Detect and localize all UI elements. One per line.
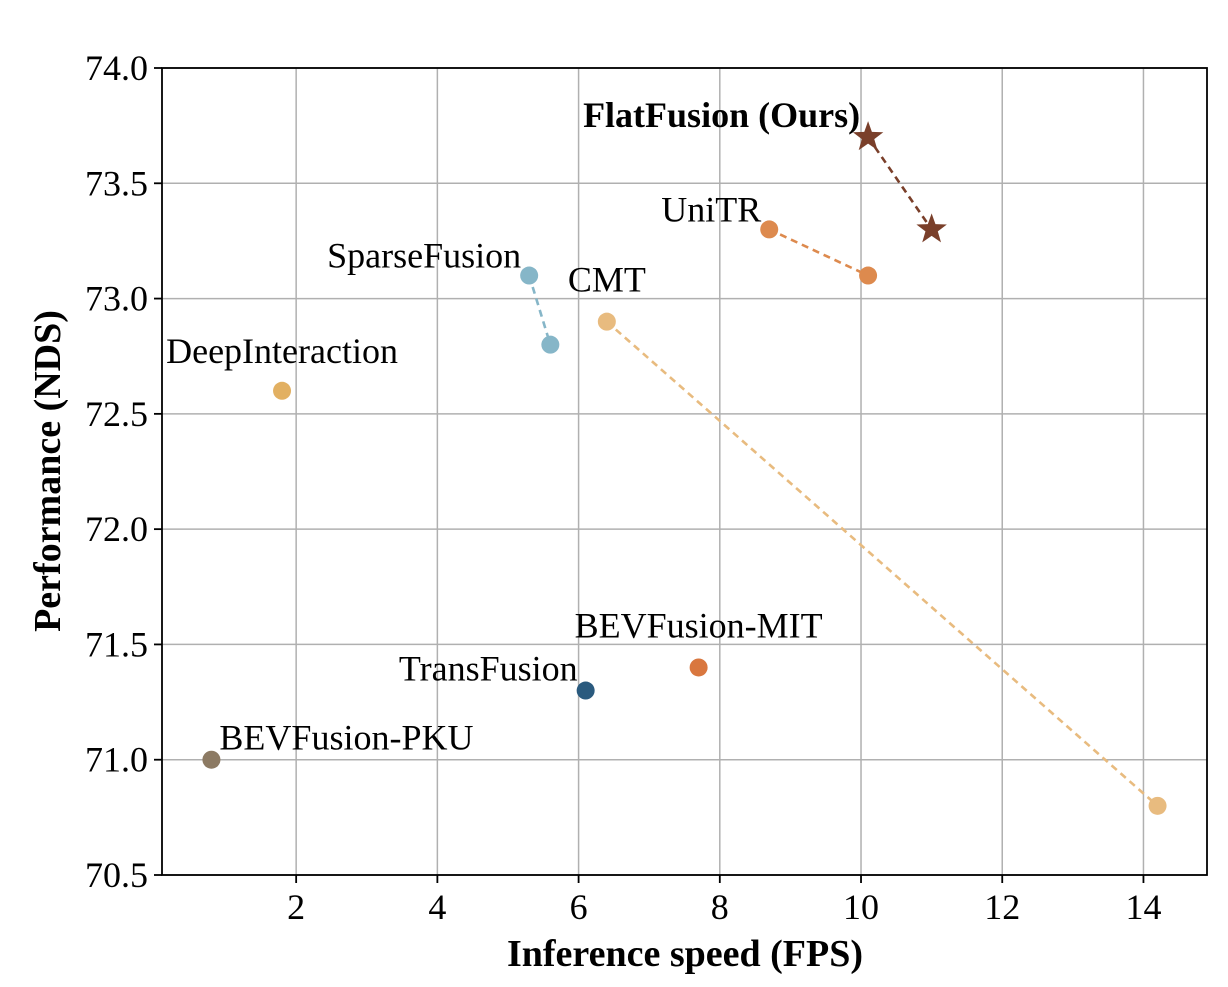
cmt-point [597,312,616,331]
x-tick-label: 10 [843,887,879,927]
unitr-point [859,266,878,285]
bevfusion-pku-label: BEVFusion-PKU [219,718,473,758]
cmt-point [1148,796,1167,815]
x-tick-label: 2 [287,887,305,927]
plot-frame [161,67,1208,876]
sparsefusion-connector-line [527,275,552,346]
x-tick-label: 12 [984,887,1020,927]
y-tick-label: 74.0 [85,48,148,88]
flatfusion-ours-connector-line [867,136,933,231]
axis-ticks: 2 4 6 8 10 12 14 70.5 71.0 71.5 72.0 72.5 73.0 73.5 74… [85,48,1161,927]
y-tick-label: 72.5 [85,394,148,434]
cmt-label: CMT [568,260,646,300]
deepinteraction-point [273,381,292,400]
transfusion-point [576,681,595,700]
x-axis-title: Inference speed (FPS) [507,933,863,975]
y-tick-label: 71.0 [85,740,148,780]
y-tick-label: 72.0 [85,509,148,549]
sparsefusion-point [520,266,539,285]
y-tick-label: 73.0 [85,279,148,319]
transfusion-label: TransFusion [399,649,578,689]
flatfusion-ours-point [852,121,884,151]
deepinteraction-label: DeepInteraction [166,331,398,371]
grid [162,67,1207,876]
cmt-connector-line [605,320,1159,807]
data-points [202,121,1167,815]
bevfusion-mit-label: BEVFusion-MIT [575,605,823,645]
bevfusion-mit-point [689,658,708,677]
y-axis-title: Performance (NDS) [27,310,69,632]
sparsefusion-label: SparseFusion [327,236,521,276]
flatfusion-ours-point [916,213,947,243]
unitr-label: UniTR [661,189,761,229]
bevfusion-pku-point [202,750,221,769]
x-tick-label: 4 [428,887,446,927]
flatfusion-ours-label: FlatFusion (Ours) [583,95,860,135]
y-tick-label: 70.5 [85,855,148,895]
y-tick-label: 71.5 [85,624,148,664]
unitr-connector-line [768,228,869,277]
point-labels: FlatFusion (Ours) UniTR SparseFusion CMT Dee… [166,95,860,758]
sparsefusion-point [541,335,560,354]
x-tick-label: 14 [1125,887,1161,927]
unitr-point [760,220,779,239]
y-tick-label: 73.5 [85,163,148,203]
connector-lines [527,136,1159,807]
x-tick-label: 6 [570,887,588,927]
x-tick-label: 8 [711,887,729,927]
